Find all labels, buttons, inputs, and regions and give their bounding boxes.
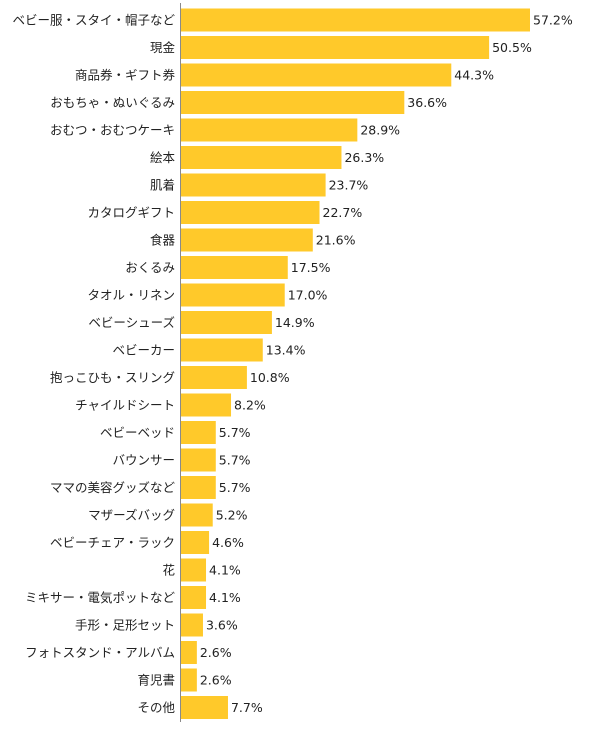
category-label: フォトスタンド・アルバム — [25, 645, 175, 660]
category-label: マザーズバッグ — [88, 508, 175, 523]
value-label: 2.6% — [200, 645, 232, 660]
value-label: 17.0% — [288, 288, 328, 303]
category-label: ベビー服・スタイ・帽子など — [12, 13, 175, 28]
value-label: 26.3% — [344, 150, 384, 165]
bar — [181, 63, 452, 87]
value-label: 5.2% — [216, 508, 248, 523]
bar — [181, 393, 232, 417]
category-label: 育児書 — [137, 673, 175, 688]
bar — [181, 146, 342, 169]
bar — [181, 531, 210, 554]
category-label: 現金 — [150, 40, 176, 55]
category-label: チャイルドシート — [75, 398, 175, 413]
bar — [181, 586, 207, 609]
bar — [181, 448, 216, 472]
bar — [181, 641, 197, 664]
bar — [181, 173, 326, 197]
category-label: 抱っこひも・スリング — [50, 370, 175, 385]
value-label: 17.5% — [291, 260, 331, 275]
value-label: 22.7% — [323, 205, 363, 220]
category-label: ベビーベッド — [100, 425, 175, 440]
bar — [181, 311, 272, 334]
category-label: ミキサー・電気ポットなど — [25, 590, 176, 605]
category-label: 絵本 — [150, 150, 176, 165]
category-label: ベビーカー — [112, 343, 175, 358]
value-label: 44.3% — [454, 68, 494, 83]
bar — [181, 228, 313, 252]
bar — [181, 201, 320, 224]
value-label: 2.6% — [200, 673, 232, 688]
bar — [181, 366, 247, 389]
bars-group — [181, 8, 530, 719]
value-label: 8.2% — [234, 398, 266, 413]
bar — [181, 91, 405, 114]
value-label: 23.7% — [329, 178, 369, 193]
category-label: カタログギフト — [87, 205, 175, 220]
bar — [181, 476, 216, 499]
value-label: 3.6% — [206, 618, 238, 633]
bar — [181, 503, 213, 527]
bar — [181, 36, 490, 59]
bar — [181, 118, 358, 142]
value-label: 57.2% — [533, 13, 573, 28]
bar — [181, 283, 285, 307]
category-label: タオル・リネン — [87, 288, 175, 303]
bar — [181, 696, 228, 719]
value-label: 50.5% — [492, 40, 532, 55]
category-label: おむつ・おむつケーキ — [50, 123, 175, 138]
category-labels-group: ベビー服・スタイ・帽子など現金商品券・ギフト券おもちゃ・ぬいぐるみおむつ・おむつ… — [12, 13, 175, 716]
value-label: 5.7% — [219, 480, 251, 495]
value-label: 4.1% — [209, 563, 241, 578]
value-label: 4.6% — [212, 535, 244, 550]
value-label: 36.6% — [407, 95, 447, 110]
category-label: 花 — [162, 563, 175, 578]
bar — [181, 668, 197, 692]
category-label: その他 — [137, 700, 175, 715]
value-label: 14.9% — [275, 315, 315, 330]
category-label: 商品券・ギフト券 — [75, 68, 176, 83]
bar — [181, 421, 216, 444]
category-label: 手形・足形セット — [75, 618, 175, 633]
value-labels-group: 57.2%50.5% 44.3% 36.6% 28.9% 26.3% 23.7% 22.7%… — [200, 13, 573, 716]
bar — [181, 338, 263, 362]
bar — [181, 558, 207, 582]
value-label: 5.7% — [219, 453, 251, 468]
value-label: 28.9% — [360, 123, 400, 138]
value-label: 21.6% — [316, 233, 356, 248]
value-label: 5.7% — [219, 425, 251, 440]
category-label: バウンサー — [112, 453, 175, 468]
value-label: 10.8% — [250, 370, 290, 385]
category-label: おくるみ — [125, 260, 175, 275]
value-label: 13.4% — [266, 343, 306, 358]
category-label: 食器 — [150, 233, 176, 248]
bar — [181, 256, 288, 279]
category-label: ベビーチェア・ラック — [50, 535, 175, 550]
bar — [181, 613, 203, 637]
bar — [181, 8, 530, 32]
category-label: おもちゃ・ぬいぐるみ — [50, 95, 175, 110]
category-label: ママの美容グッズなど — [50, 480, 176, 495]
category-label: 肌着 — [150, 178, 175, 193]
value-label: 7.7% — [231, 700, 263, 715]
category-label: ベビーシューズ — [88, 315, 175, 330]
value-label: 4.1% — [209, 590, 241, 605]
